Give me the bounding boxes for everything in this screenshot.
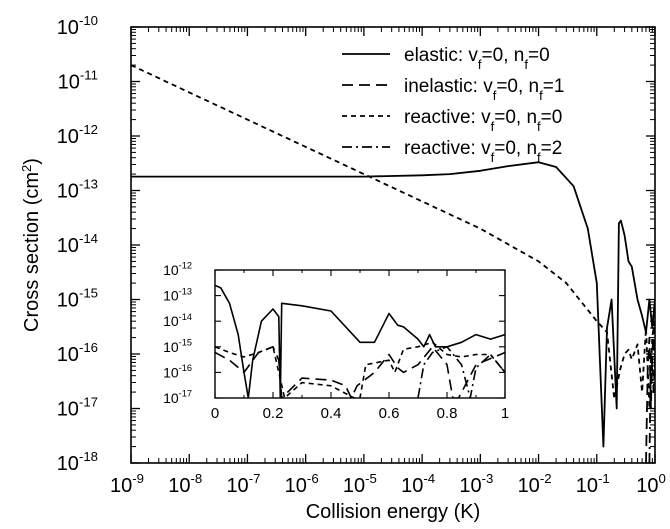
inset-y-tick-label: 10-15 (163, 338, 192, 355)
y-tick-label: 10-13 (57, 177, 98, 203)
y-tick-label: 10-10 (57, 13, 98, 39)
legend-label-1: elastic: vf=0, nf=0 (404, 45, 550, 72)
x-tick-label: 10-9 (110, 471, 144, 497)
x-tick-label: 10-1 (576, 471, 610, 497)
x-tick-label: 100 (636, 471, 666, 497)
inset-x-tick-label: 0.2 (263, 405, 284, 422)
legend-label-4: reactive: vf=0, nf=2 (404, 138, 562, 165)
inset-y-tick-label: 10-12 (163, 261, 192, 278)
y-tick-label: 10-18 (57, 449, 98, 475)
main-plot-frame (130, 26, 656, 464)
inset-y-tick-label: 10-13 (163, 286, 192, 303)
x-axis-label: Collision energy (K) (306, 501, 481, 523)
inset-series-4-line (417, 345, 505, 398)
x-tick-label: 10-8 (168, 471, 202, 497)
inset-x-tick-label: 0.4 (321, 405, 342, 422)
y-tick-label: 10-12 (57, 122, 98, 148)
inset-x-tick-label: 0 (211, 405, 219, 422)
inset-series-1-line (215, 284, 505, 398)
main-series-3-line (131, 64, 655, 410)
inset-x-tick-label: 1 (501, 405, 509, 422)
main-plot: 10-9 10-8 10-7 10-6 10-5 10-4 10-3 10-2 10-1 100 1… (19, 13, 666, 523)
y-tick-label: 10-16 (57, 340, 98, 366)
x-tick-label: 10-4 (401, 471, 435, 497)
main-series-1-line (131, 161, 655, 448)
legend-label-3: reactive: vf=0, nf=0 (404, 107, 562, 134)
y-tick-label: 10-15 (57, 286, 98, 312)
inset-y-tick-label: 10-14 (163, 312, 192, 329)
y-axis-label: Cross section (cm2) (19, 158, 44, 332)
y-tick-label: 10-14 (57, 231, 98, 257)
inset-background (215, 270, 505, 398)
legend-label-2: inelastic: vf=0, nf=1 (404, 76, 564, 103)
y-tick-label: 10-17 (57, 395, 98, 421)
inset-y-tick-label: 10-16 (163, 363, 192, 380)
inset-plot-frame (214, 269, 506, 399)
x-tick-label: 10-7 (226, 471, 260, 497)
inset-x-tick-label: 0.6 (379, 405, 400, 422)
inset-y-tick-label: 10-17 (163, 389, 192, 406)
x-tick-label: 10-3 (459, 471, 493, 497)
x-tick-label: 10-5 (343, 471, 377, 497)
x-tick-label: 10-6 (285, 471, 319, 497)
inset-x-tick-label: 0.8 (437, 405, 458, 422)
x-tick-label: 10-2 (518, 471, 552, 497)
y-tick-label: 10-11 (58, 68, 98, 94)
legend: elastic: vf=0, nf=0 inelastic: vf=0, nf=1… (342, 45, 564, 165)
inset-plot: 0 0.2 0.4 0.6 0.8 1 10-17 10-16 10-15 10-14 10-13 1… (163, 261, 509, 422)
